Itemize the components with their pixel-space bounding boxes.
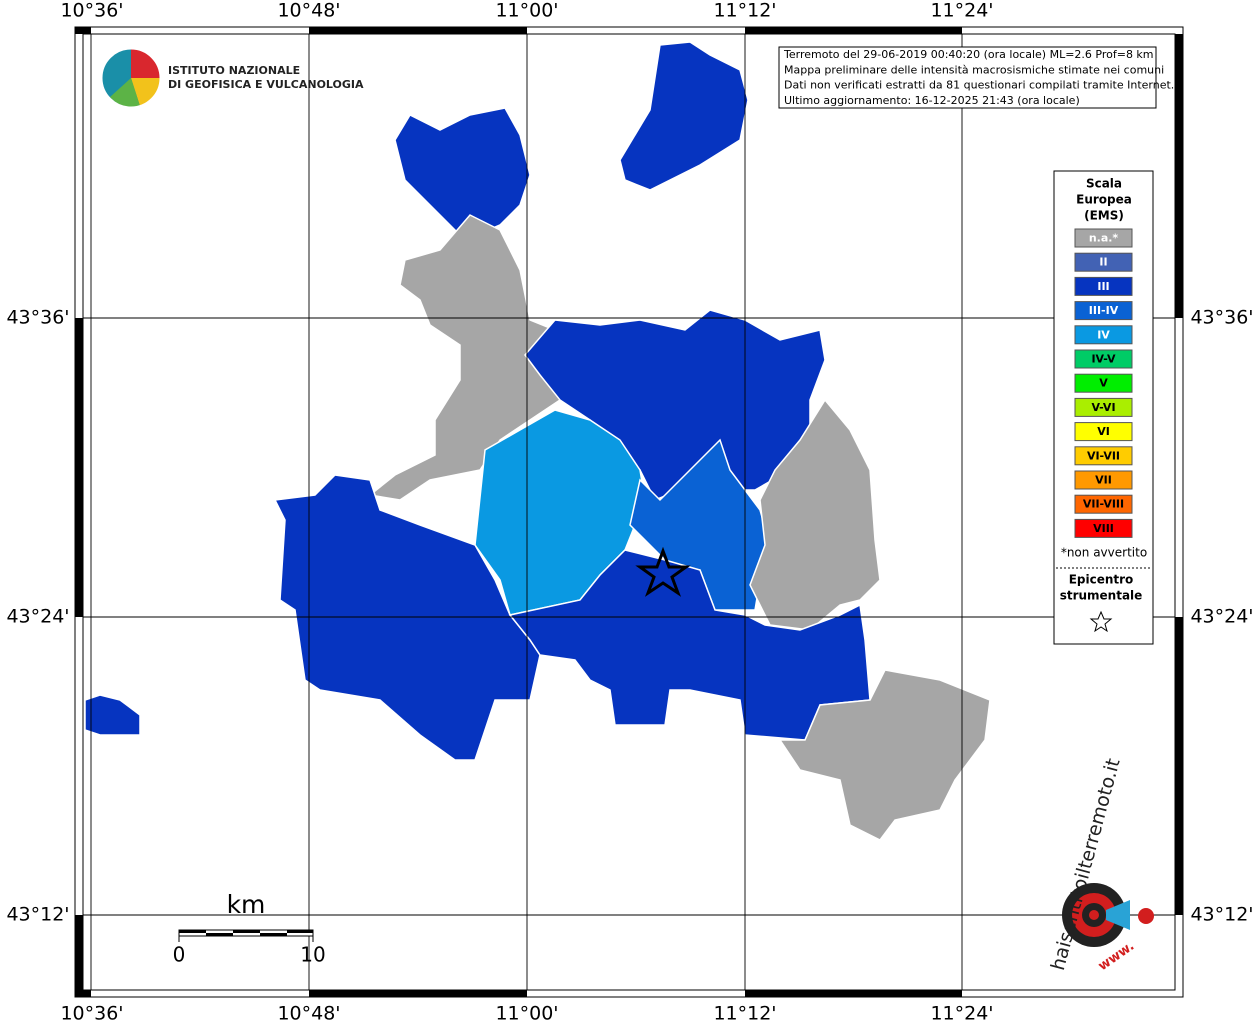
legend-title: Scala (1086, 177, 1122, 191)
legend-title: (EMS) (1084, 209, 1124, 223)
lat-label: 43°24' (1190, 606, 1253, 628)
frame-segment (1175, 34, 1183, 318)
legend-swatch (1074, 325, 1133, 345)
lon-label: 11°24' (930, 1003, 993, 1024)
scale-label: 0 (173, 943, 186, 967)
frame-segment (745, 27, 962, 34)
legend-swatch (1074, 422, 1133, 442)
legend-swatch (1074, 276, 1133, 296)
lon-label: 11°24' (930, 0, 993, 22)
ingv-logo: ISTITUTO NAZIONALE DI GEOFISICA E VULCAN… (101, 48, 364, 108)
legend-title: Europea (1076, 193, 1132, 207)
legend-swatch (1074, 446, 1133, 466)
scale-unit: km (227, 890, 266, 919)
badge-icon (1138, 908, 1154, 924)
lon-label: 10°48' (277, 1003, 340, 1024)
logo-slice (110, 78, 140, 108)
info-line: Terremoto del 29-06-2019 00:40:20 (ora l… (783, 48, 1154, 61)
region (749, 398, 881, 631)
legend-label: III-IV (1089, 304, 1119, 317)
badge-speaker (1106, 900, 1130, 930)
frame-segment (745, 990, 962, 997)
info-line: Dati non verificati estratti da 81 quest… (784, 79, 1174, 92)
legend-label: VII (1095, 474, 1112, 487)
scale-segment (179, 930, 206, 933)
legend-swatch (1074, 228, 1133, 248)
graticule (83, 34, 1175, 990)
region (273, 474, 541, 761)
lat-label: 43°36' (1190, 307, 1253, 329)
legend-swatch (1074, 518, 1133, 538)
legend-label: IV-V (1091, 353, 1116, 366)
region (84, 694, 141, 736)
scale-segment (287, 930, 313, 933)
region (368, 214, 561, 501)
logo-text: ISTITUTO NAZIONALE (168, 64, 300, 77)
scale-bar (178, 929, 314, 942)
lon-label: 11°00' (495, 1003, 558, 1024)
lon-label: 10°36' (60, 1003, 123, 1024)
frame-segment (75, 318, 83, 617)
legend-swatch (1074, 252, 1133, 272)
logo-slice (131, 49, 160, 78)
legend-label: VII-VIII (1083, 498, 1124, 511)
lon-label: 11°00' (495, 0, 558, 22)
legend-epicenter: Epicentro (1069, 573, 1134, 587)
lat-label: 43°36' (6, 307, 69, 329)
legend-star (1089, 610, 1113, 633)
scale-segment (206, 933, 233, 936)
legend-swatch (1074, 373, 1133, 393)
frame-segment (75, 915, 83, 990)
scale-label: 10 (300, 943, 325, 967)
scale-segment (260, 933, 287, 936)
legend-swatch (1074, 397, 1133, 417)
legend-label: V (1099, 377, 1108, 390)
lat-label: 43°12' (1190, 904, 1253, 926)
lon-label: 10°48' (277, 0, 340, 22)
region (394, 107, 531, 241)
lat-label: 43°24' (6, 606, 69, 628)
legend-label: VIII (1093, 522, 1114, 535)
legend-swatch (1074, 494, 1133, 514)
legend-label: III (1097, 280, 1109, 293)
info-line: Ultimo aggiornamento: 16-12-2025 21:43 (… (784, 94, 1080, 107)
logo-slice (131, 78, 161, 106)
legend-swatch (1074, 349, 1133, 369)
legend-label: VI-VII (1087, 449, 1120, 462)
legend-label: V-VI (1091, 401, 1115, 414)
lat-label: 43°12' (6, 904, 69, 926)
region (778, 669, 991, 841)
map-frame (74, 26, 1184, 998)
lon-label: 11°12' (713, 1003, 776, 1024)
logo-ring (101, 48, 161, 108)
legend-epicenter: strumentale (1060, 589, 1143, 603)
frame-segment (75, 990, 91, 997)
legend-label: n.a.* (1089, 232, 1119, 245)
frame-segment (309, 27, 527, 34)
lon-label: 10°36' (60, 0, 123, 22)
region (619, 41, 749, 191)
scale-segment (233, 930, 260, 933)
info-box (778, 46, 1157, 109)
info-line: Mappa preliminare delle intensità macros… (784, 63, 1164, 76)
epicenter-star (635, 546, 691, 597)
legend-swatch (1074, 470, 1133, 490)
legend-label: IV (1097, 328, 1110, 341)
legend-label: VI (1097, 425, 1110, 438)
frame-segment (75, 27, 91, 34)
frame-segment (309, 990, 527, 997)
lon-label: 11°12' (713, 0, 776, 22)
frame-segment (1175, 617, 1183, 915)
legend-swatch (1074, 301, 1133, 321)
logo-text: DI GEOFISICA E VULCANOLOGIA (168, 78, 364, 91)
regions (84, 41, 991, 841)
legend-note: *non avvertito (1061, 546, 1147, 560)
badge (1062, 883, 1154, 947)
legend-label: II (1099, 256, 1107, 269)
badge-target (1089, 910, 1099, 920)
